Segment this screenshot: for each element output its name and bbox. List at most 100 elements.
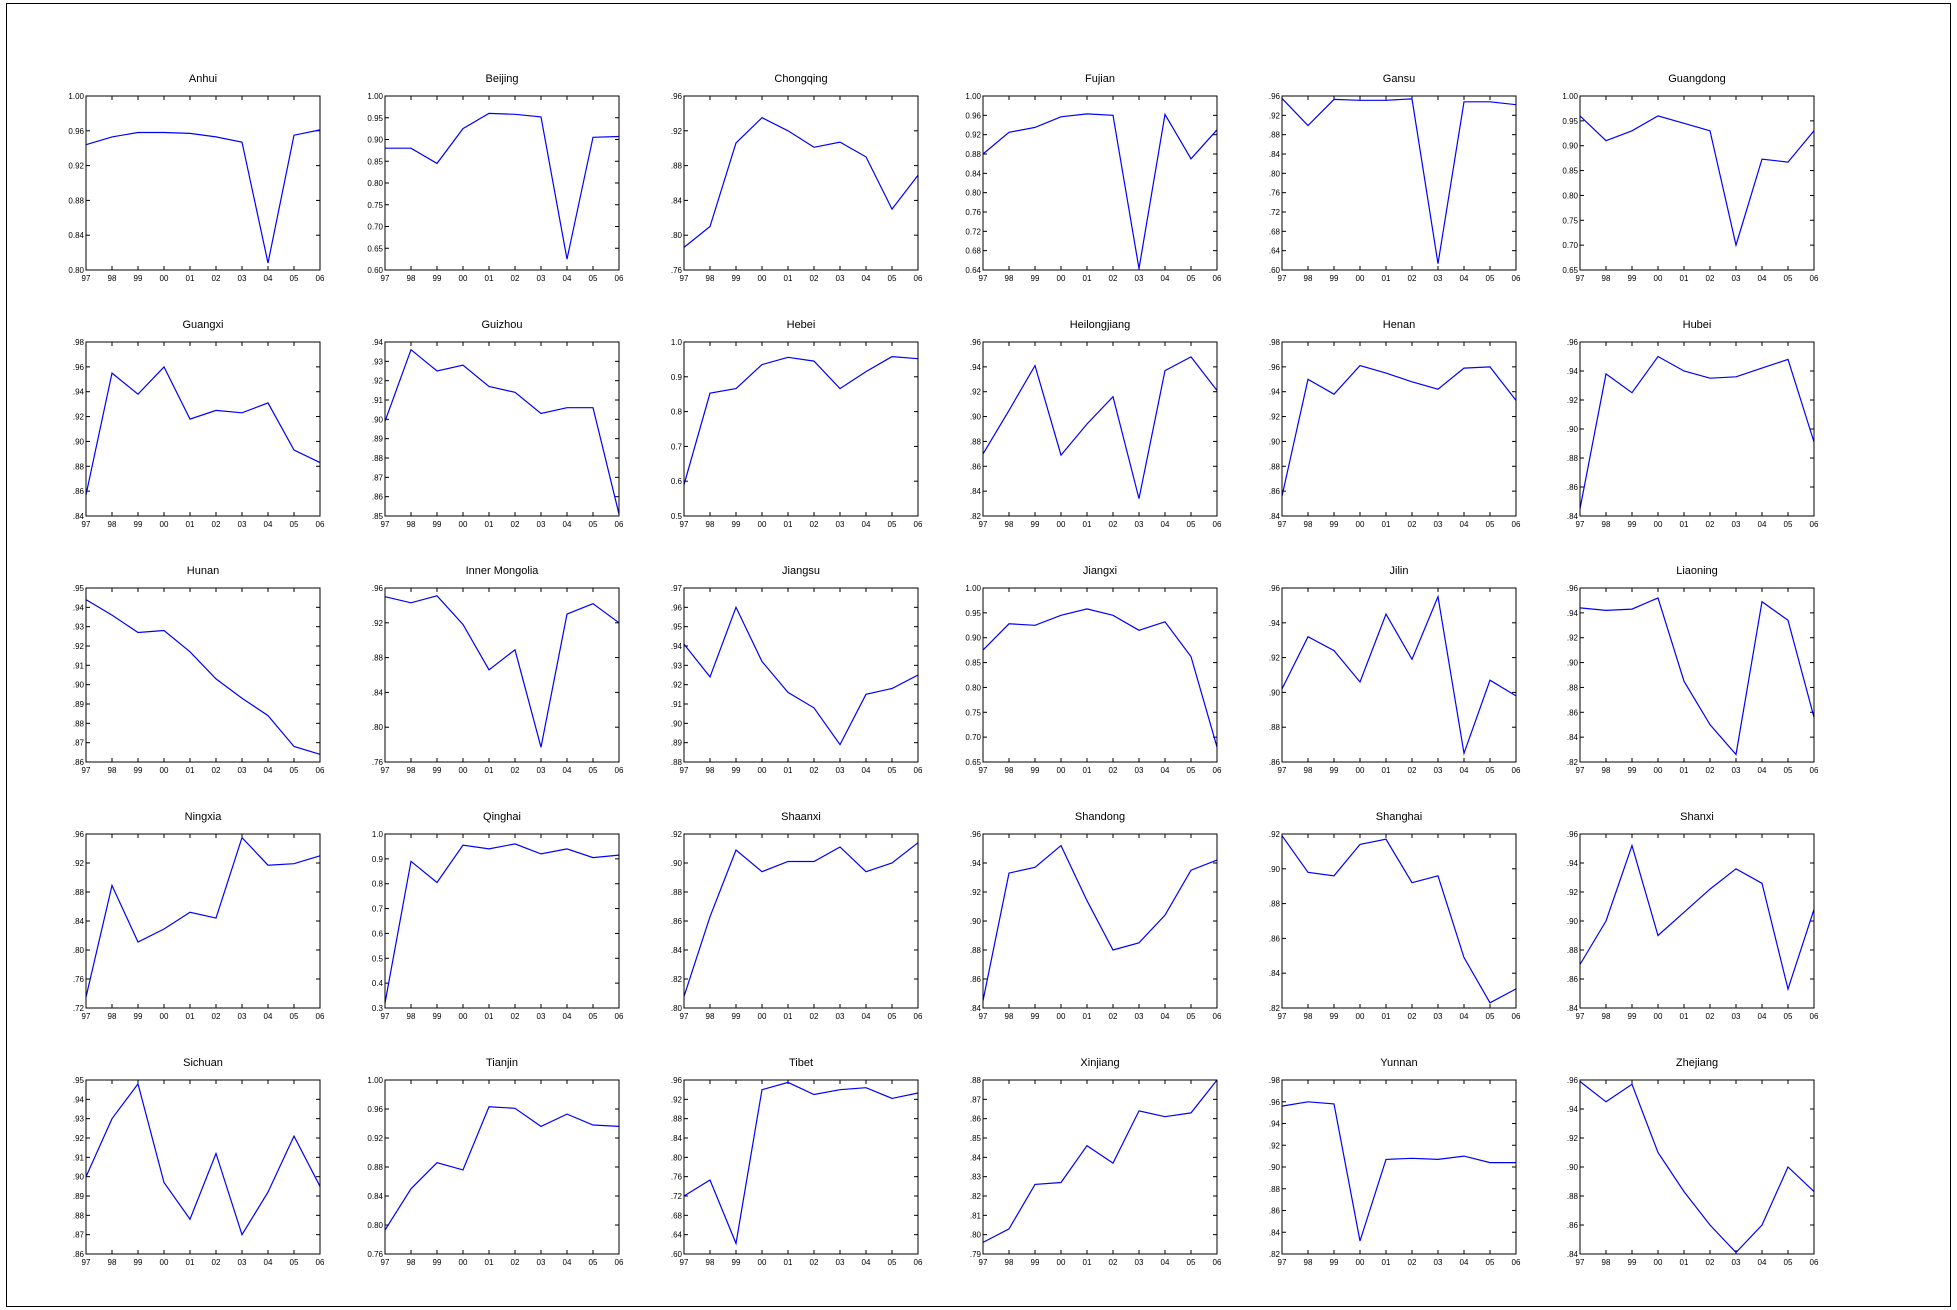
plot-area bbox=[683, 95, 919, 271]
x-tick-label: 98 bbox=[1304, 1258, 1313, 1267]
series-line bbox=[982, 112, 1218, 269]
y-tick-label: .94 bbox=[1269, 1120, 1281, 1129]
panel-title: Jiangsu bbox=[782, 565, 820, 577]
panel-ningxia: Ningxia .72 .76 .80 .84 .88 .92 .96 97 98 99 00 01 02… bbox=[73, 811, 325, 1021]
x-tick-label: 06 bbox=[1213, 274, 1222, 283]
y-tick-label: .83 bbox=[970, 1173, 982, 1182]
x-tick-label: 05 bbox=[1486, 766, 1495, 775]
y-tick-label: .88 bbox=[1269, 131, 1281, 140]
x-tick-label: 05 bbox=[888, 1258, 897, 1267]
panel-hubei: Hubei .84 .86 .88 .90 .92 .94 .96 97 98 99 00 01 02 03… bbox=[1567, 319, 1819, 529]
x-tick-label: 02 bbox=[511, 274, 520, 283]
panel-shaanxi: Shaanxi .80 .82 .84 .86 .88 .90 .92 97 98 99 00 01 02… bbox=[671, 811, 923, 1021]
y-tick-label: .64 bbox=[1269, 247, 1281, 256]
x-tick-label: 04 bbox=[1460, 520, 1469, 529]
x-tick-label: 97 bbox=[680, 1258, 689, 1267]
y-tick-label: .88 bbox=[671, 162, 683, 171]
x-tick-label: 00 bbox=[1356, 1258, 1365, 1267]
y-tick-label: 0.84 bbox=[965, 169, 981, 178]
y-tick-label: .76 bbox=[1269, 189, 1281, 198]
x-tick-label: 05 bbox=[589, 1012, 598, 1021]
panel-sichuan: Sichuan .86 .87 .88 .89 .90 .91 .92 .93 .94 .95 97 9… bbox=[73, 1057, 325, 1267]
y-tick-label: .92 bbox=[1269, 111, 1281, 120]
panel-shanghai: Shanghai .82 .84 .86 .88 .90 .92 97 98 99 00 01 02 03… bbox=[1269, 811, 1521, 1021]
x-tick-label: 05 bbox=[290, 766, 299, 775]
y-tick-label: .84 bbox=[671, 946, 683, 955]
x-tick-label: 97 bbox=[1278, 274, 1287, 283]
y-tick-label: .92 bbox=[372, 619, 384, 628]
plot-area bbox=[982, 1079, 1218, 1255]
y-tick-label: .88 bbox=[1567, 1192, 1579, 1201]
y-tick-label: .86 bbox=[671, 917, 683, 926]
y-tick-label: .96 bbox=[970, 830, 982, 839]
y-tick-label: .88 bbox=[1567, 454, 1579, 463]
y-tick-label: .88 bbox=[73, 719, 85, 728]
x-tick-label: 04 bbox=[1161, 520, 1170, 529]
x-tick-label: 98 bbox=[108, 520, 117, 529]
x-tick-label: 06 bbox=[914, 1258, 923, 1267]
plot-area bbox=[384, 1079, 620, 1255]
x-tick-label: 01 bbox=[186, 1012, 195, 1021]
y-tick-label: 0.92 bbox=[367, 1134, 383, 1143]
y-tick-label: 0.95 bbox=[965, 609, 981, 618]
x-tick-label: 97 bbox=[1278, 520, 1287, 529]
panel-title: Hubei bbox=[1683, 319, 1712, 331]
y-tick-label: .94 bbox=[1567, 1105, 1579, 1114]
plot-area bbox=[982, 833, 1218, 1009]
y-tick-label: .86 bbox=[73, 487, 85, 496]
y-tick-label: .92 bbox=[1269, 1141, 1281, 1150]
x-tick-label: 02 bbox=[810, 274, 819, 283]
x-tick-label: 06 bbox=[615, 520, 624, 529]
y-tick-label: .88 bbox=[671, 1115, 683, 1124]
x-tick-label: 04 bbox=[1758, 274, 1767, 283]
panel-zhejiang: Zhejiang .84 .86 .88 .90 .92 .94 .96 97 98 99 00 01 0… bbox=[1567, 1057, 1819, 1267]
x-tick-label: 01 bbox=[1083, 520, 1092, 529]
x-tick-label: 05 bbox=[1486, 1258, 1495, 1267]
x-tick-label: 98 bbox=[1304, 766, 1313, 775]
y-tick-label: .88 bbox=[372, 454, 384, 463]
x-tick-label: 97 bbox=[1576, 1258, 1585, 1267]
x-tick-label: 03 bbox=[1434, 520, 1443, 529]
x-tick-label: 99 bbox=[1628, 520, 1637, 529]
x-tick-label: 04 bbox=[264, 1258, 273, 1267]
panel-tianjin: Tianjin 0.76 0.80 0.84 0.88 0.92 0.96 1.00 97 98 9… bbox=[367, 1057, 624, 1267]
x-tick-label: 02 bbox=[511, 1012, 520, 1021]
y-tick-label: .76 bbox=[671, 266, 683, 275]
y-tick-label: .98 bbox=[1269, 1076, 1281, 1085]
panel-title: Jilin bbox=[1390, 565, 1409, 577]
y-tick-label: .64 bbox=[671, 1231, 683, 1240]
x-tick-label: 06 bbox=[316, 1258, 325, 1267]
y-tick-label: .86 bbox=[1567, 708, 1579, 717]
panel-guizhou: Guizhou .85 .86 .87 .88 .89 .90 .91 .92 .93 .94 97 9… bbox=[372, 319, 624, 529]
y-tick-label: .79 bbox=[970, 1250, 982, 1259]
x-tick-label: 02 bbox=[1706, 766, 1715, 775]
x-tick-label: 98 bbox=[108, 1012, 117, 1021]
y-tick-label: 0.9 bbox=[671, 373, 683, 382]
x-tick-label: 04 bbox=[563, 1012, 572, 1021]
series-line bbox=[85, 365, 321, 496]
y-tick-label: 0.88 bbox=[68, 196, 84, 205]
y-tick-label: .90 bbox=[1269, 1163, 1281, 1172]
plot-area bbox=[384, 341, 620, 517]
x-tick-label: 05 bbox=[1486, 274, 1495, 283]
y-tick-label: .97 bbox=[671, 584, 683, 593]
x-tick-label: 06 bbox=[316, 520, 325, 529]
y-tick-label: .96 bbox=[1269, 1098, 1281, 1107]
x-tick-label: 00 bbox=[1057, 1258, 1066, 1267]
x-tick-label: 01 bbox=[1680, 274, 1689, 283]
x-tick-label: 03 bbox=[1732, 1012, 1741, 1021]
x-tick-label: 04 bbox=[563, 520, 572, 529]
x-tick-label: 02 bbox=[1408, 274, 1417, 283]
y-tick-label: .96 bbox=[73, 830, 85, 839]
x-tick-label: 03 bbox=[537, 274, 546, 283]
x-tick-label: 99 bbox=[433, 274, 442, 283]
plot-area bbox=[982, 587, 1218, 763]
x-tick-label: 04 bbox=[1161, 1012, 1170, 1021]
y-tick-label: .94 bbox=[1269, 388, 1281, 397]
x-tick-label: 01 bbox=[1382, 274, 1391, 283]
x-tick-label: 06 bbox=[1512, 1258, 1521, 1267]
y-tick-label: 0.64 bbox=[965, 266, 981, 275]
x-tick-label: 03 bbox=[537, 520, 546, 529]
x-tick-label: 99 bbox=[732, 766, 741, 775]
y-tick-label: .92 bbox=[970, 888, 982, 897]
